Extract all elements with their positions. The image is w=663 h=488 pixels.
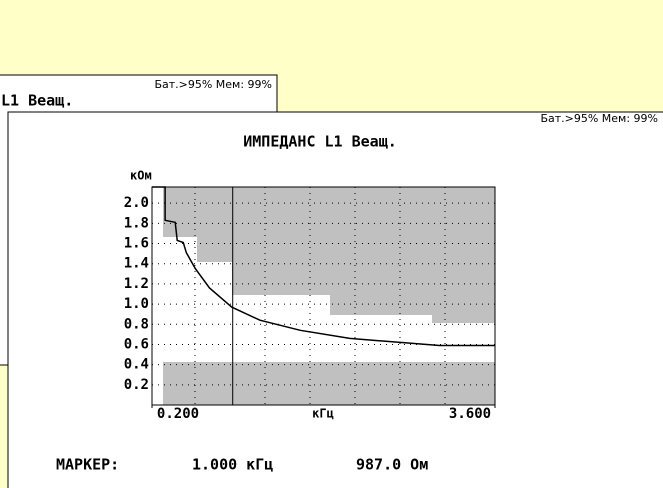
y-tick-label: 0.2 — [124, 377, 149, 393]
marker-impedance: 987.0 Ом — [356, 456, 428, 474]
y-axis-label: кОм — [130, 169, 152, 183]
plot-frame — [151, 186, 496, 406]
status: Бат.>95% Мем: 99% — [540, 112, 658, 125]
x-axis-label: кГц — [312, 407, 334, 421]
mask-gap — [152, 187, 163, 405]
y-tick-label: 2.0 — [124, 195, 149, 211]
impedance-line — [152, 186, 495, 347]
y-tick-label: 0.8 — [124, 316, 149, 332]
mask-gap — [330, 315, 432, 362]
mask-gap — [163, 237, 197, 362]
y-tick-label: 1.6 — [124, 236, 149, 252]
marker-label: МАРКЕР: — [56, 456, 119, 474]
mask — [152, 187, 495, 405]
y-tick-label: 1.8 — [124, 215, 149, 231]
y-tick-label: 1.4 — [124, 256, 149, 272]
x-tick-label: 0.200 — [157, 406, 199, 422]
mask-gap — [232, 295, 330, 362]
mask-gap — [432, 323, 495, 362]
y-tick-label: 1.0 — [124, 296, 149, 312]
marker-frequency: 1.000 кГц — [192, 456, 273, 474]
y-tick-label: 0.6 — [124, 336, 149, 352]
chart-title: ИМПЕДАНС L1 Веащ. — [243, 133, 397, 151]
back-title: L1 Веащ. — [1, 92, 73, 110]
y-tick-label: 0.4 — [124, 357, 149, 373]
back-status: Бат.>95% Мем: 99% — [154, 78, 272, 91]
y-tick-label: 1.2 — [124, 276, 149, 292]
x-tick-label: 3.600 — [449, 406, 491, 422]
